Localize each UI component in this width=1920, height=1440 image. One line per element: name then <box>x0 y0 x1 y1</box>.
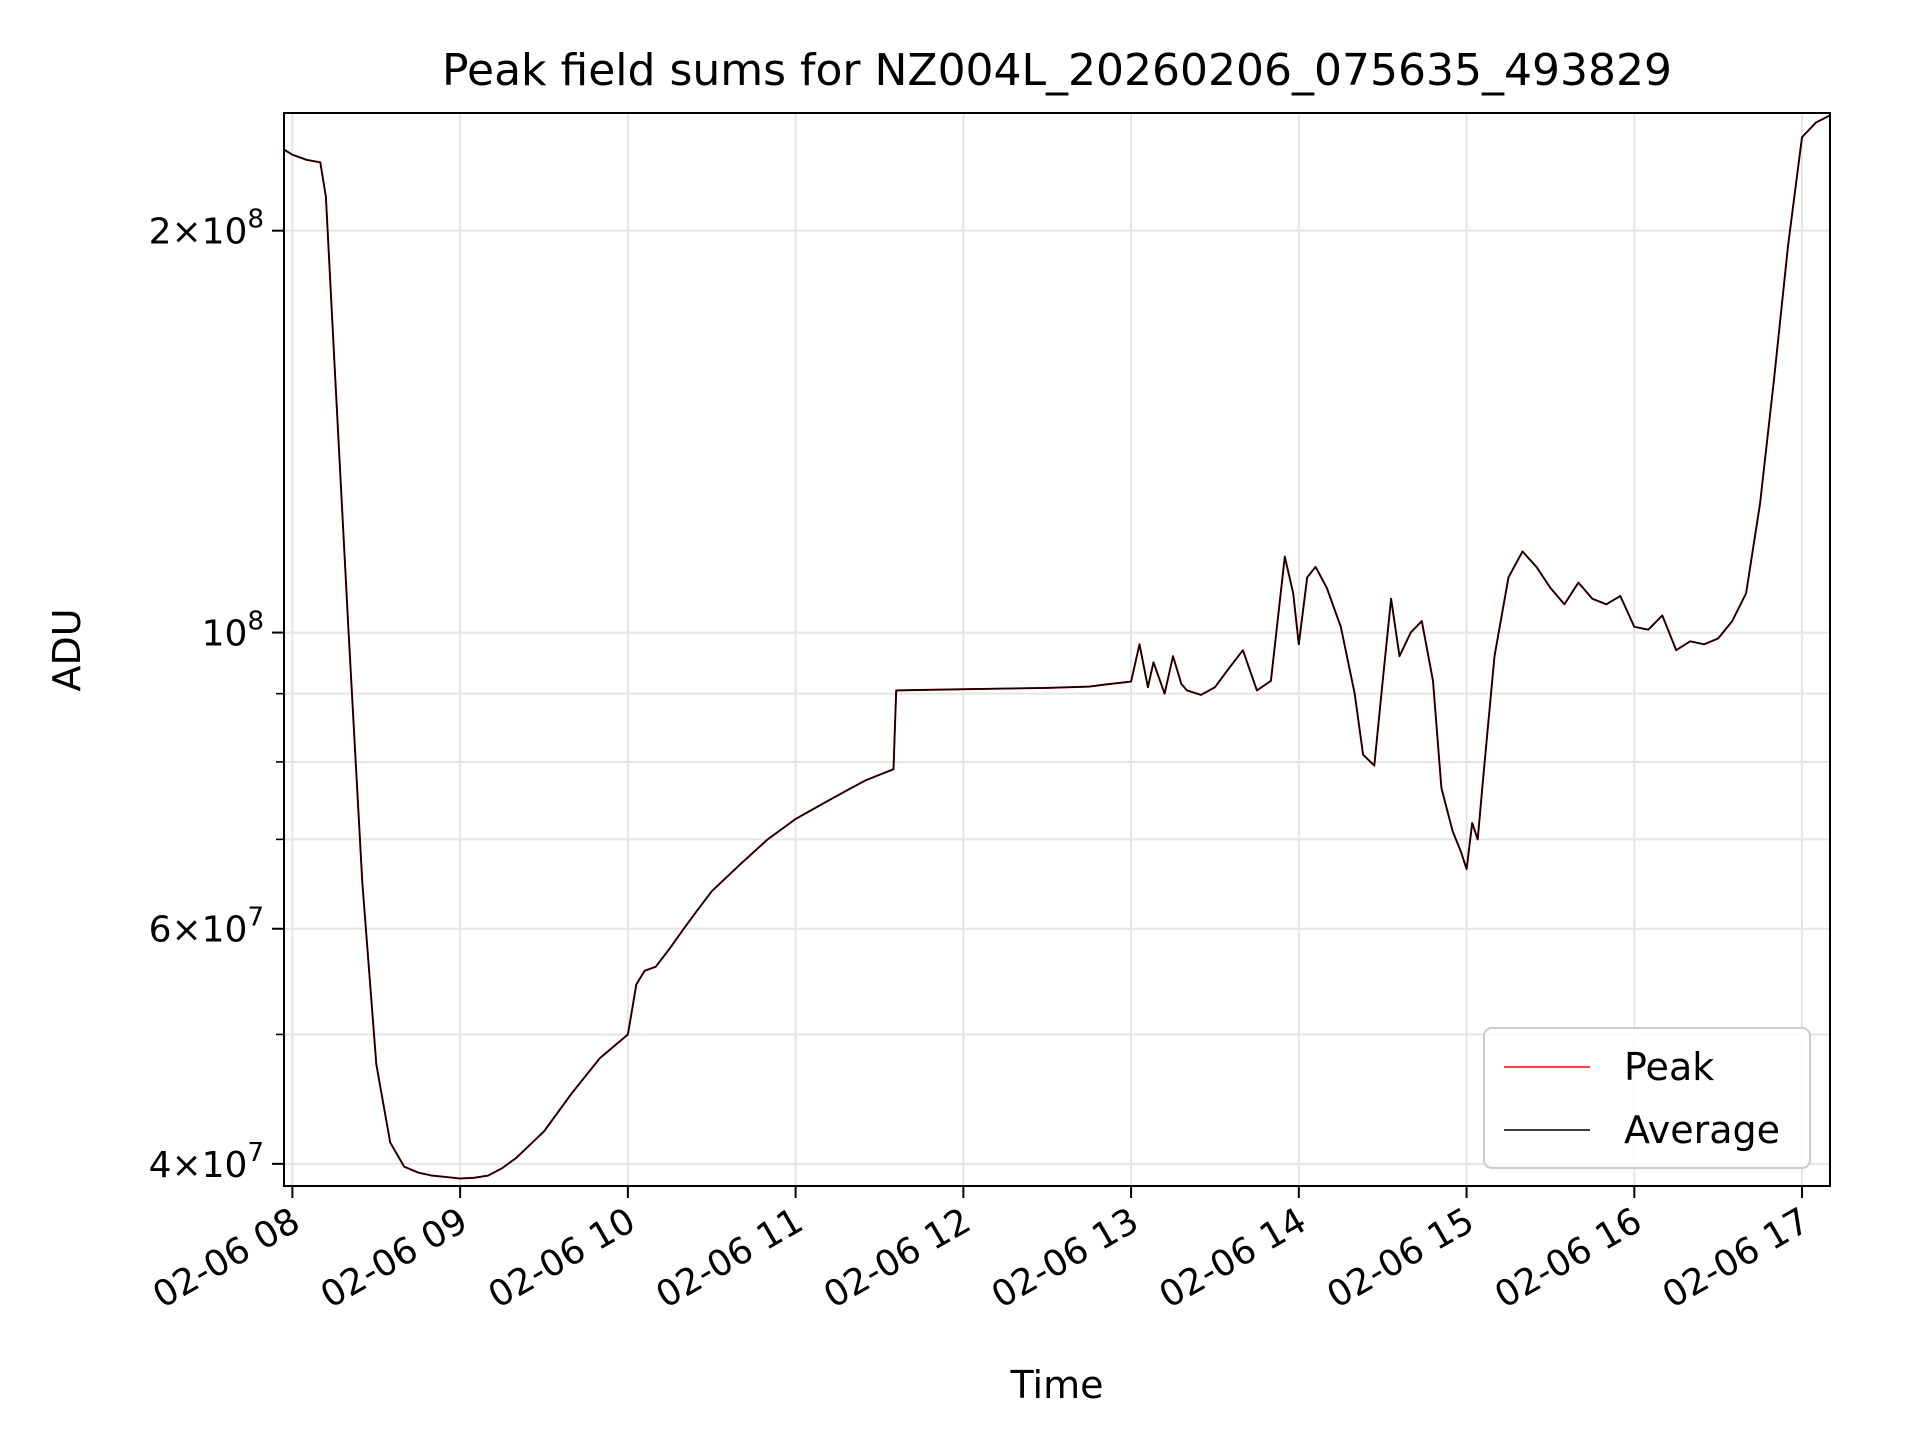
x-axis-label: Time <box>1010 1363 1104 1407</box>
y-axis-label: ADU <box>45 608 89 691</box>
series-lines <box>284 114 1830 1180</box>
y-axis-ticks: 4×107 6×107 108 2×108 <box>149 205 284 1186</box>
legend-label-peak: Peak <box>1624 1045 1714 1089</box>
legend-label-average: Average <box>1624 1108 1780 1152</box>
legend: Peak Average <box>1483 1027 1811 1169</box>
y-tick-label: 108 <box>202 607 264 655</box>
series-line-average <box>284 114 1830 1180</box>
grid <box>284 113 1830 1186</box>
y-tick-label: 6×107 <box>149 903 264 951</box>
y-tick-label: 2×108 <box>149 205 264 253</box>
legend-box <box>1483 1027 1811 1169</box>
plot-frame <box>283 112 1831 1187</box>
chart-title: Peak field sums for NZ004L_20260206_0756… <box>442 45 1672 96</box>
y-tick-label: 4×107 <box>149 1138 264 1186</box>
